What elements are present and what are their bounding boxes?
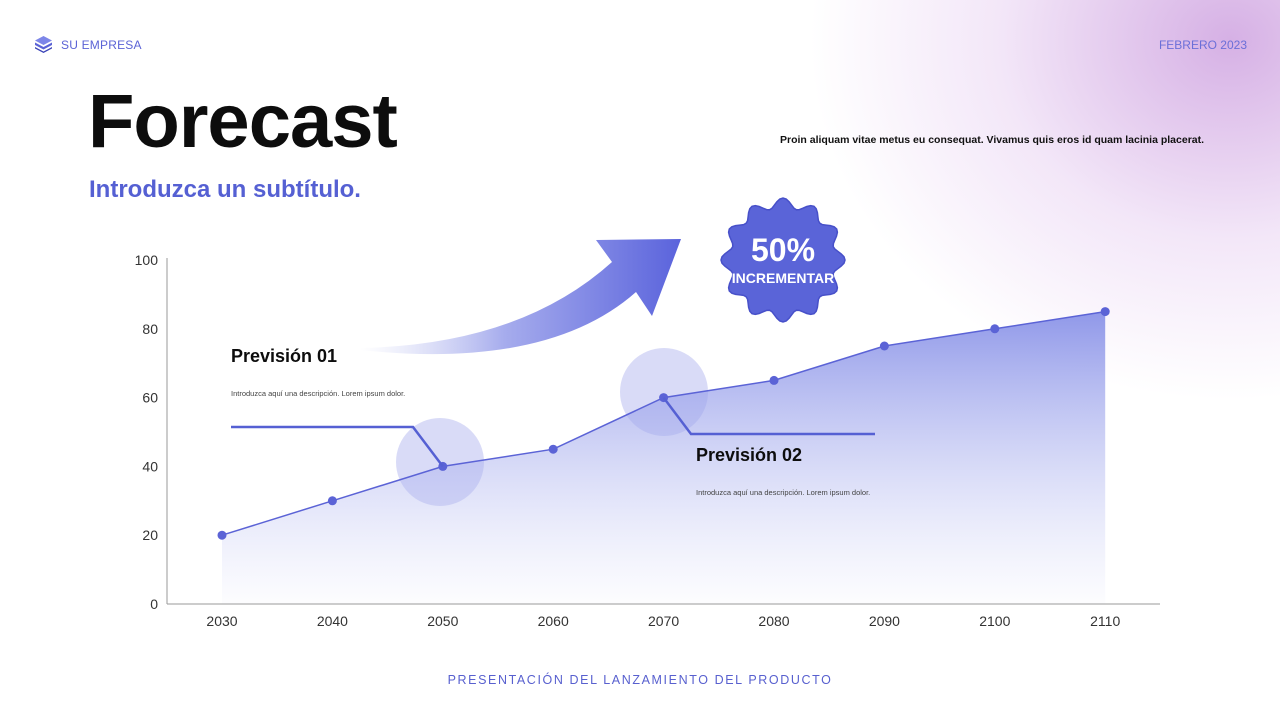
x-tick-label: 2060 (538, 613, 569, 629)
annotation-title: Previsión 02 (696, 445, 802, 465)
x-tick-label: 2070 (648, 613, 679, 629)
description-text: Proin aliquam vitae metus eu consequat. … (780, 134, 1205, 146)
x-tick-label: 2080 (758, 613, 789, 629)
y-tick-label: 60 (142, 390, 158, 406)
x-tick-label: 2040 (317, 613, 348, 629)
area-fill (222, 311, 1106, 604)
company-name: SU EMPRESA (61, 37, 142, 52)
x-tick-label: 2030 (206, 613, 237, 629)
page-subtitle: Introduzca un subtítulo. (89, 176, 361, 203)
annotations-layer: Previsión 01 Introduzca aquí una descripc… (231, 346, 875, 497)
badge-label: INCREMENTAR (732, 270, 834, 286)
data-point (769, 375, 779, 385)
x-tick-label: 2050 (427, 613, 458, 629)
trend-arrow-icon (360, 239, 681, 355)
badge-value: 50% (751, 232, 815, 268)
y-tick-label: 80 (142, 321, 158, 337)
data-point (1100, 307, 1110, 317)
data-point (217, 530, 227, 540)
increase-badge: 50% INCREMENTAR (720, 197, 846, 323)
annotation-description: Introduzca aquí una descripción. Lorem i… (231, 389, 405, 398)
presentation-date: FEBRERO 2023 (1158, 38, 1247, 52)
data-point (990, 324, 1000, 334)
x-tick-label: 2110 (1090, 613, 1120, 629)
footer-text: PRESENTACIÓN DEL LANZAMIENTO DEL PRODUCT… (447, 673, 833, 687)
annotation-connector (662, 396, 875, 436)
y-tick-label: 40 (142, 458, 158, 474)
data-point (548, 444, 558, 454)
data-point (327, 496, 337, 506)
annotation-title: Previsión 01 (231, 346, 337, 366)
annotation-description: Introduzca aquí una descripción. Lorem i… (696, 488, 870, 497)
page-title: Forecast (88, 79, 398, 164)
stacked-layers-icon (35, 36, 52, 53)
y-tick-label: 100 (135, 252, 159, 268)
x-tick-label: 2090 (869, 613, 900, 629)
y-tick-label: 20 (142, 527, 158, 543)
data-point (879, 341, 889, 351)
y-tick-label: 0 (150, 596, 158, 612)
x-tick-label: 2100 (979, 613, 1010, 629)
annotation-connector (231, 425, 444, 468)
company-logo[interactable]: SU EMPRESA (35, 36, 142, 53)
